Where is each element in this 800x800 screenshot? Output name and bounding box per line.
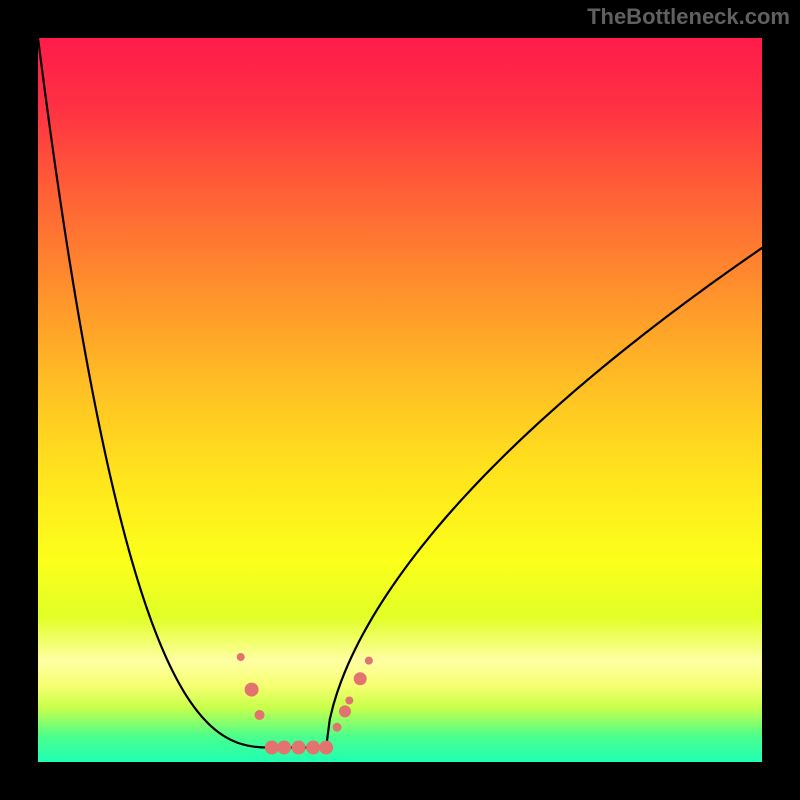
data-marker <box>277 741 291 755</box>
data-marker <box>292 741 306 755</box>
plot-background <box>38 38 762 762</box>
data-marker <box>245 683 259 697</box>
data-marker <box>255 710 265 720</box>
data-marker <box>265 741 279 755</box>
plot-area <box>38 38 762 762</box>
data-marker <box>333 723 342 732</box>
plot-svg <box>38 38 762 762</box>
data-marker <box>237 653 245 661</box>
data-marker <box>345 696 353 704</box>
data-marker <box>365 657 373 665</box>
data-marker <box>319 741 333 755</box>
data-marker <box>339 705 351 717</box>
data-marker <box>354 672 367 685</box>
watermark-text: TheBottleneck.com <box>587 4 790 30</box>
data-marker <box>306 741 320 755</box>
chart-container: TheBottleneck.com <box>0 0 800 800</box>
